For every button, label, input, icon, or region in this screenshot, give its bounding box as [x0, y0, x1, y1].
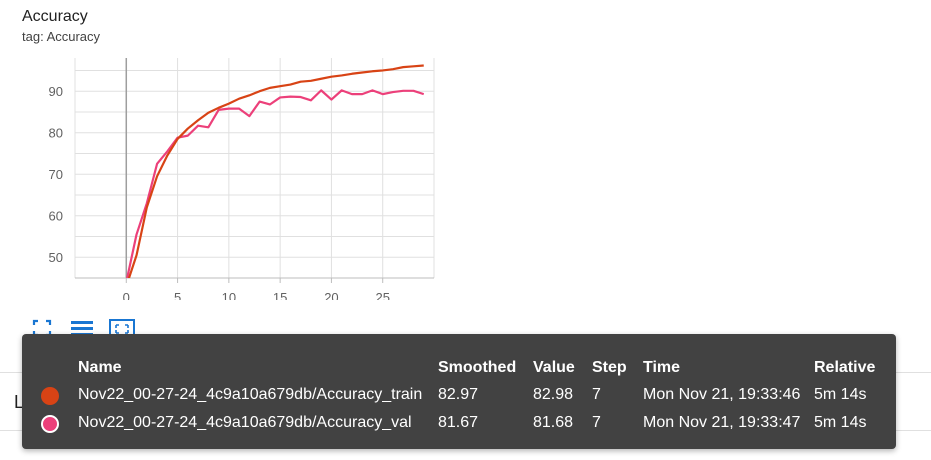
y-tick-label: 90 [49, 84, 63, 99]
x-tick-label: 5 [174, 290, 181, 300]
x-tick-label: 20 [324, 290, 338, 300]
x-tick-label: 25 [375, 290, 389, 300]
tooltip-row-step: 7 [592, 414, 601, 431]
tooltip-row-step: 7 [592, 386, 601, 403]
card-title: Accuracy [22, 8, 88, 25]
accuracy-line-chart[interactable]: 0 5 10 15 20 25 50 60 70 80 90 [0, 50, 450, 300]
tooltip-header-value: Value [533, 359, 575, 376]
tooltip-header-time: Time [643, 359, 681, 376]
chart-series [126, 64, 425, 278]
y-tick-label: 50 [49, 250, 63, 265]
tooltip-row-relative: 5m 14s [814, 414, 867, 431]
tooltip-row-name: Nov22_00-27-24_4c9a10a679db/Accuracy_tra… [78, 386, 423, 403]
tooltip-row-time: Mon Nov 21, 19:33:46 [643, 386, 801, 403]
chart-ticks: 0 5 10 15 20 25 50 60 70 80 90 [49, 84, 390, 300]
series-line-accuracy-train [127, 64, 424, 278]
y-tick-label: 80 [49, 126, 63, 141]
tooltip-row-name: Nov22_00-27-24_4c9a10a679db/Accuracy_val [78, 414, 412, 431]
x-tick-label: 10 [222, 290, 236, 300]
tooltip-row-value: 81.68 [533, 414, 574, 431]
y-tick-label: 60 [49, 209, 63, 224]
tooltip-header-step: Step [592, 359, 627, 376]
tooltip-row-smoothed: 81.67 [438, 414, 479, 431]
series-line-accuracy-val [126, 89, 425, 278]
fullscreen-icon[interactable] [31, 318, 53, 338]
card-subtitle: tag: Accuracy [22, 29, 101, 44]
series-color-swatch-val [41, 415, 59, 433]
tooltip-row-smoothed: 82.97 [438, 386, 479, 403]
chart-tooltip: Name Smoothed Value Step Time Relative N… [22, 334, 896, 449]
series-color-swatch-train [41, 387, 59, 405]
tooltip-row-time: Mon Nov 21, 19:33:47 [643, 414, 801, 431]
tooltip-header-name: Name [78, 359, 122, 376]
y-tick-label: 70 [49, 167, 63, 182]
tooltip-row-value: 82.98 [533, 386, 574, 403]
tooltip-header-relative: Relative [814, 359, 876, 376]
tooltip-header-smoothed: Smoothed [438, 359, 517, 376]
tooltip-row-relative: 5m 14s [814, 386, 867, 403]
x-tick-label: 15 [273, 290, 287, 300]
chart-grid [74, 58, 435, 278]
chart-axes [75, 58, 434, 279]
x-tick-label: 0 [123, 290, 130, 300]
